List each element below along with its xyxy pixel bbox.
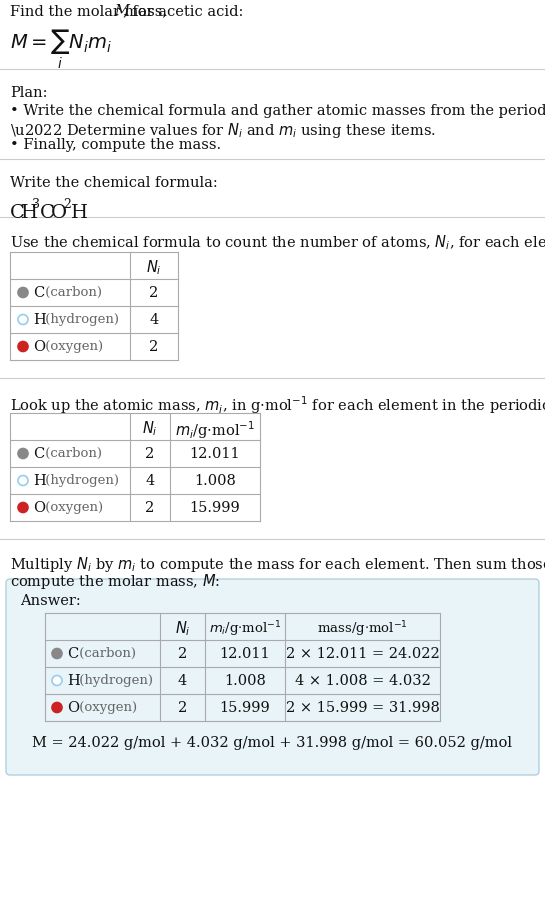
Text: $m_i$/g$\cdot$mol$^{-1}$: $m_i$/g$\cdot$mol$^{-1}$	[209, 619, 281, 638]
Text: Plan:: Plan:	[10, 86, 47, 100]
Text: Find the molar mass,: Find the molar mass,	[10, 4, 172, 18]
Text: (carbon): (carbon)	[41, 285, 102, 299]
Circle shape	[52, 648, 62, 659]
Text: 2: 2	[146, 500, 155, 515]
Text: (hydrogen): (hydrogen)	[41, 312, 119, 326]
Text: (carbon): (carbon)	[41, 446, 102, 460]
Text: • Finally, compute the mass.: • Finally, compute the mass.	[10, 138, 221, 152]
Text: $N_i$: $N_i$	[146, 257, 162, 276]
Text: $M = \sum_i N_i m_i$: $M = \sum_i N_i m_i$	[10, 28, 112, 71]
Text: 2 × 15.999 = 31.998: 2 × 15.999 = 31.998	[286, 700, 439, 714]
Text: 2: 2	[149, 340, 159, 354]
Text: M = 24.022 g/mol + 4.032 g/mol + 31.998 g/mol = 60.052 g/mol: M = 24.022 g/mol + 4.032 g/mol + 31.998 …	[33, 735, 512, 749]
Text: $m_i$/g$\cdot$mol$^{-1}$: $m_i$/g$\cdot$mol$^{-1}$	[175, 418, 255, 440]
Text: C: C	[33, 446, 44, 461]
Circle shape	[18, 342, 28, 352]
Text: 2: 2	[63, 198, 71, 210]
Text: 4: 4	[146, 473, 155, 488]
Text: C: C	[40, 204, 55, 222]
Text: Use the chemical formula to count the number of atoms, $N_i$, for each element:: Use the chemical formula to count the nu…	[10, 233, 545, 251]
Text: 4: 4	[149, 312, 159, 327]
Text: 2 × 12.011 = 24.022: 2 × 12.011 = 24.022	[286, 647, 439, 660]
Text: 2: 2	[146, 446, 155, 461]
Text: (oxygen): (oxygen)	[41, 340, 103, 352]
Text: H: H	[33, 473, 46, 488]
Text: 2: 2	[149, 285, 159, 300]
Text: Multiply $N_i$ by $m_i$ to compute the mass for each element. Then sum those val: Multiply $N_i$ by $m_i$ to compute the m…	[10, 554, 545, 573]
Text: C: C	[33, 285, 44, 300]
Text: 15.999: 15.999	[220, 700, 270, 714]
Text: (carbon): (carbon)	[75, 647, 136, 659]
Text: , for acetic acid:: , for acetic acid:	[123, 4, 244, 18]
Circle shape	[18, 288, 28, 298]
Text: C: C	[10, 204, 25, 222]
Text: mass/g$\cdot$mol$^{-1}$: mass/g$\cdot$mol$^{-1}$	[317, 619, 408, 638]
Text: compute the molar mass, $M$:: compute the molar mass, $M$:	[10, 572, 220, 591]
Text: O: O	[33, 500, 45, 515]
Text: (hydrogen): (hydrogen)	[75, 674, 153, 686]
Text: M: M	[114, 4, 129, 18]
Text: (hydrogen): (hydrogen)	[41, 473, 119, 487]
Text: \u2022 Determine values for $N_i$ and $m_i$ using these items.: \u2022 Determine values for $N_i$ and $m…	[10, 121, 436, 140]
Text: 15.999: 15.999	[190, 500, 240, 515]
Text: 3: 3	[32, 198, 40, 210]
Text: H: H	[33, 312, 46, 327]
Text: 4 × 1.008 = 4.032: 4 × 1.008 = 4.032	[294, 674, 431, 687]
Text: H: H	[67, 674, 80, 687]
Text: 2: 2	[178, 647, 187, 660]
Text: C: C	[67, 647, 78, 660]
Circle shape	[18, 476, 28, 486]
Text: (oxygen): (oxygen)	[41, 500, 103, 514]
Text: O: O	[67, 700, 79, 714]
Text: O: O	[33, 340, 45, 354]
Text: Look up the atomic mass, $m_i$, in g$\cdot$mol$^{-1}$ for each element in the pe: Look up the atomic mass, $m_i$, in g$\cd…	[10, 394, 545, 415]
Circle shape	[52, 675, 62, 685]
Text: Write the chemical formula:: Write the chemical formula:	[10, 176, 218, 190]
Text: • Write the chemical formula and gather atomic masses from the periodic table.: • Write the chemical formula and gather …	[10, 104, 545, 118]
Text: (oxygen): (oxygen)	[75, 700, 137, 713]
Text: 1.008: 1.008	[224, 674, 266, 687]
Text: $N_i$: $N_i$	[142, 418, 158, 437]
Circle shape	[18, 315, 28, 325]
Circle shape	[52, 703, 62, 712]
Text: 4: 4	[178, 674, 187, 687]
Text: Answer:: Answer:	[20, 593, 81, 608]
Circle shape	[18, 449, 28, 459]
Text: 12.011: 12.011	[220, 647, 270, 660]
Text: 2: 2	[178, 700, 187, 714]
FancyBboxPatch shape	[6, 580, 539, 775]
Text: 12.011: 12.011	[190, 446, 240, 461]
Text: H: H	[21, 204, 38, 222]
Text: O: O	[51, 204, 67, 222]
Text: $N_i$: $N_i$	[174, 619, 190, 637]
Text: H: H	[71, 204, 88, 222]
Circle shape	[18, 503, 28, 513]
Text: 1.008: 1.008	[194, 473, 236, 488]
